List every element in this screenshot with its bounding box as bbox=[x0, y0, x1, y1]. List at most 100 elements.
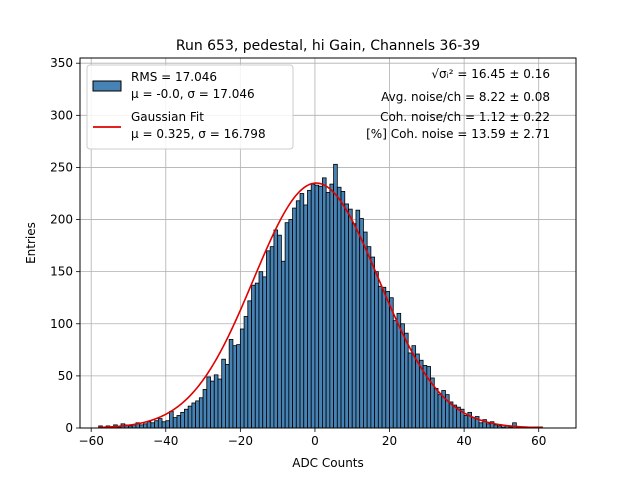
histogram-bar bbox=[471, 417, 476, 429]
x-axis-ticks: −60 −40 −20 0 20 40 60 bbox=[79, 428, 546, 448]
x-tick-label: −20 bbox=[228, 434, 253, 448]
histogram-bar bbox=[225, 364, 230, 429]
gaussian-fit-curve bbox=[98, 182, 543, 429]
legend: RMS = 17.046 μ = -0.0, σ = 17.046 Gaussi… bbox=[86, 64, 294, 150]
plot-frame bbox=[79, 57, 577, 429]
legend-histogram-label-line2: μ = -0.0, σ = 17.046 bbox=[131, 87, 255, 101]
y-tick-label: 350 bbox=[50, 56, 73, 70]
histogram-bar bbox=[258, 271, 264, 429]
legend-histogram-swatch bbox=[92, 80, 122, 92]
y-tick-label: 100 bbox=[50, 317, 73, 331]
y-tick-label: 50 bbox=[58, 369, 73, 383]
histogram-bar bbox=[381, 286, 387, 429]
x-tick-label: 60 bbox=[531, 434, 546, 448]
y-tick-label: 150 bbox=[50, 265, 73, 279]
histogram-bar bbox=[407, 352, 413, 429]
y-axis-label: Entries bbox=[24, 222, 38, 264]
chart-title: Run 653, pedestal, hi Gain, Channels 36-… bbox=[176, 38, 480, 54]
x-tick-label: 20 bbox=[382, 434, 397, 448]
y-tick-label: 250 bbox=[50, 160, 73, 174]
y-axis-ticks: 0 50 100 150 200 250 300 350 bbox=[50, 56, 80, 435]
histogram-bar bbox=[325, 192, 331, 429]
histogram-bar bbox=[404, 332, 409, 429]
histogram-bar bbox=[385, 291, 390, 429]
histogram-bar bbox=[236, 344, 241, 429]
histogram-bar bbox=[176, 415, 182, 429]
histogram-bar bbox=[221, 358, 226, 429]
histogram-bar bbox=[310, 183, 316, 429]
histogram-bar bbox=[239, 328, 245, 429]
histogram-bar bbox=[336, 186, 342, 429]
histogram-bar bbox=[463, 415, 469, 429]
histogram-bar bbox=[292, 207, 297, 429]
legend-fit-label-line1: Gaussian Fit bbox=[131, 110, 204, 124]
histogram-bar bbox=[180, 411, 185, 429]
histogram-bar bbox=[340, 191, 346, 429]
histogram-bar bbox=[269, 246, 275, 429]
histogram-bar bbox=[172, 417, 178, 429]
histogram-bar bbox=[370, 256, 376, 429]
x-tick-label: 0 bbox=[311, 434, 319, 448]
histogram-bar bbox=[355, 209, 361, 429]
histogram-bar bbox=[247, 300, 252, 429]
y-tick-label: 0 bbox=[65, 421, 73, 435]
histogram-bar bbox=[307, 189, 312, 429]
histogram-bar bbox=[366, 246, 372, 429]
histogram-bar bbox=[251, 284, 256, 429]
histogram-bar bbox=[142, 423, 148, 429]
histogram-bar bbox=[213, 374, 219, 429]
histogram-bar bbox=[284, 222, 290, 429]
histogram-bar bbox=[314, 184, 320, 429]
histogram-bar bbox=[195, 400, 200, 429]
legend-fit-label-line2: μ = 0.325, σ = 16.798 bbox=[131, 127, 266, 141]
grid-lines bbox=[80, 58, 576, 429]
histogram-bar bbox=[232, 345, 238, 429]
histogram-bar bbox=[295, 200, 301, 429]
histogram-bar bbox=[198, 397, 204, 429]
histogram-bar bbox=[392, 320, 398, 429]
x-tick-label: 40 bbox=[456, 434, 471, 448]
legend-histogram-label-line1: RMS = 17.046 bbox=[131, 70, 217, 84]
histogram-bar bbox=[217, 378, 223, 429]
histogram-bar bbox=[344, 203, 349, 429]
x-tick-label: −40 bbox=[153, 434, 178, 448]
histogram-bars bbox=[98, 163, 543, 429]
histogram-bar bbox=[363, 231, 368, 429]
annotation-avg-noise: Avg. noise/ch = 8.22 ± 0.08 bbox=[381, 90, 550, 104]
histogram-bar bbox=[191, 402, 197, 429]
histogram-bar bbox=[228, 339, 234, 429]
histogram-bar bbox=[329, 183, 334, 429]
histogram-bar bbox=[161, 421, 167, 429]
histogram-bar bbox=[243, 316, 249, 429]
histogram-bar bbox=[478, 422, 484, 429]
histogram-bar bbox=[206, 376, 211, 429]
histogram-bar bbox=[303, 204, 308, 429]
histogram-bar bbox=[486, 423, 491, 429]
histogram-bar bbox=[359, 218, 364, 429]
annotations: √σᵢ² = 16.45 ± 0.16 Avg. noise/ch = 8.22… bbox=[366, 67, 550, 141]
histogram-bar bbox=[389, 297, 394, 429]
histogram-bar bbox=[254, 282, 260, 429]
x-tick-label: −60 bbox=[79, 434, 104, 448]
histogram-bar bbox=[154, 420, 159, 429]
histogram-bar bbox=[150, 422, 155, 429]
histogram-bar bbox=[202, 389, 208, 429]
histogram-bar bbox=[374, 271, 379, 429]
histogram-bar bbox=[210, 380, 215, 429]
histogram-bar bbox=[146, 421, 152, 429]
histogram-bar bbox=[396, 312, 402, 429]
x-axis-label: ADC Counts bbox=[292, 456, 364, 470]
histogram-bar bbox=[184, 408, 189, 429]
y-tick-label: 200 bbox=[50, 213, 73, 227]
histogram-bar bbox=[273, 229, 279, 429]
legend-box bbox=[86, 64, 294, 150]
histogram-bar bbox=[157, 418, 163, 429]
annotation-coh-noise: Coh. noise/ch = 1.12 ± 0.22 bbox=[380, 110, 550, 124]
histogram-bar bbox=[348, 208, 353, 429]
histogram-bar bbox=[266, 250, 271, 429]
histogram-bar bbox=[333, 163, 338, 429]
annotation-coh-noise-percent: [%] Coh. noise = 13.59 ± 2.71 bbox=[366, 127, 550, 141]
histogram-bar bbox=[187, 405, 193, 429]
histogram-bar bbox=[288, 219, 293, 429]
